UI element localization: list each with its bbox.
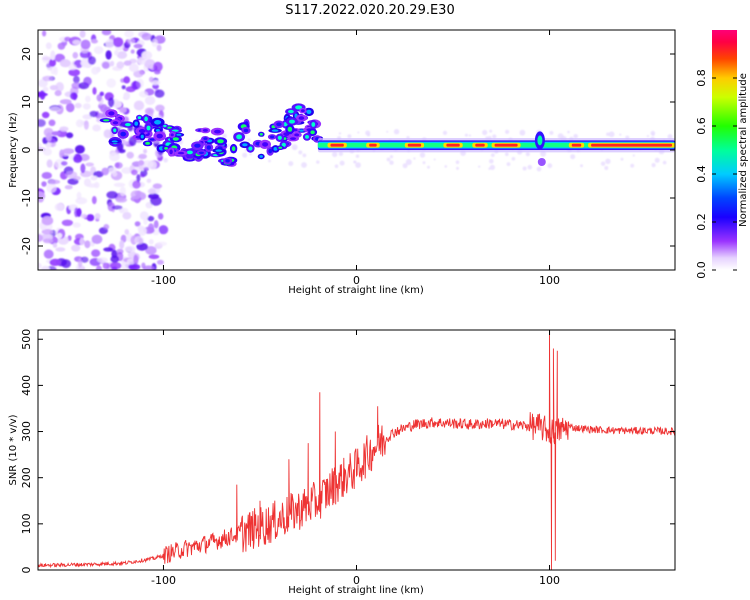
spectrogram-content: [38, 30, 675, 270]
spectrogram-ytick-label: 10: [20, 95, 33, 109]
snr-ytick-label: 400: [20, 375, 33, 396]
colorbar-tick-label: 0.4: [695, 165, 708, 183]
spectrogram-xtick-label: -100: [151, 274, 176, 287]
spectrogram-ylabel: Frequency (Hz): [8, 112, 19, 188]
colorbar-ticks: 0.0 0.2 0.4 0.6 0.8: [695, 69, 737, 279]
snr-ticks: -100 0 100 0 100 200 300 400 500: [20, 329, 675, 587]
colorbar-tick-label: 0.8: [695, 69, 708, 87]
snr-ytick-label: 100: [20, 513, 33, 534]
snr-ylabel: SNR (10 * v/v): [8, 414, 19, 485]
snr-background: [38, 330, 675, 570]
spectrogram-steady-tone: [317, 131, 675, 166]
colorbar: 0.0 0.2 0.4 0.6 0.8 Normalized spectral ampl…: [695, 30, 749, 279]
colorbar-label: Normalized spectral amplitude: [738, 73, 749, 227]
spectrogram-noise: [38, 30, 673, 270]
snr-ytick-label: 300: [20, 421, 33, 442]
colorbar-tick-label: 0.2: [695, 213, 708, 231]
spectrogram-scattered-signal: [99, 103, 324, 167]
snr-content: [38, 330, 675, 570]
snr-panel: -100 0 100 0 100 200 300 400 500 Height of strai…: [8, 329, 676, 596]
spectrogram-ytick-label: -10: [20, 189, 33, 207]
spectrogram-xtick-label: 0: [353, 274, 360, 287]
snr-series-line: [38, 330, 675, 570]
colorbar-tick-label: 0.0: [695, 261, 708, 279]
snr-ytick-label: 500: [20, 329, 33, 350]
figure-title: S117.2022.020.20.29.E30: [285, 3, 454, 18]
spectrogram-xtick-label: 100: [539, 274, 560, 287]
colorbar-gradient: [712, 30, 737, 270]
colorbar-tick-label: 0.6: [695, 117, 708, 135]
spectrogram-ytick-label: 0: [20, 147, 33, 154]
snr-xtick-label: 0: [353, 574, 360, 587]
spectrogram-xlabel: Height of straight line (km): [288, 285, 424, 296]
snr-ytick-label: 200: [20, 467, 33, 488]
snr-ytick-label: 0: [20, 567, 33, 574]
snr-xlabel: Height of straight line (km): [288, 585, 424, 596]
snr-xtick-label: 100: [539, 574, 560, 587]
spectrogram-ytick-label: -20: [20, 237, 33, 255]
spectrogram-ytick-label: 20: [20, 47, 33, 61]
snr-xtick-label: -100: [151, 574, 176, 587]
